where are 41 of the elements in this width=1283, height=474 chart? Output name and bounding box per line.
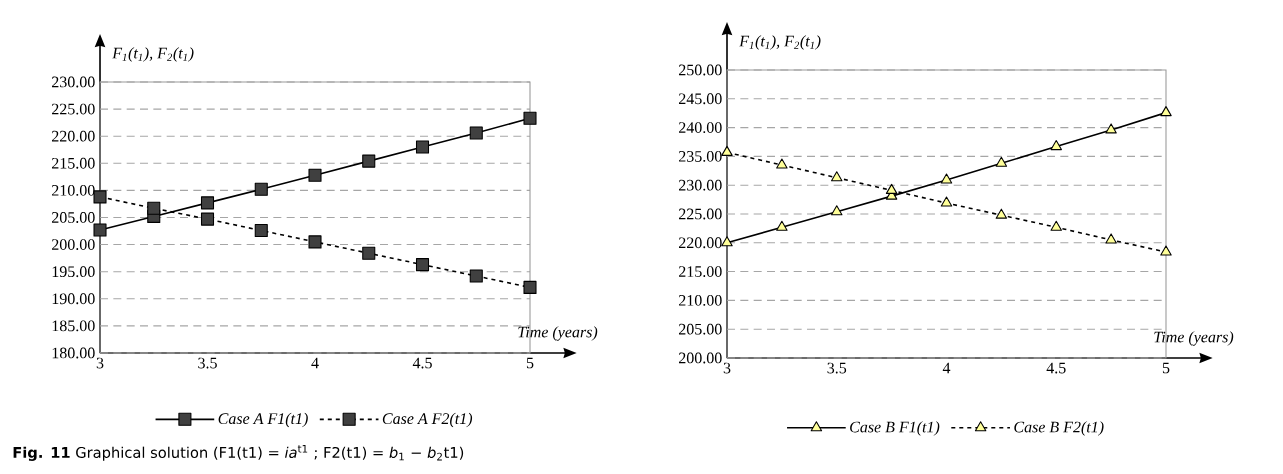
y-tick-label: 190.00 xyxy=(52,293,95,305)
legend-label: Case B F1(t1) xyxy=(850,421,940,436)
y-tick-label: 185.00 xyxy=(52,320,95,332)
legend-label: Case A F2(t1) xyxy=(382,412,473,428)
legend-label: Case A F1(t1) xyxy=(218,412,308,428)
x-tick-label: 4.5 xyxy=(412,357,432,369)
x-axis-title: Time (years) xyxy=(1154,331,1234,346)
x-tick-label: 3 xyxy=(96,357,104,369)
x-tick-label: 4.5 xyxy=(1046,362,1066,374)
x-tick-label: 3 xyxy=(723,362,731,374)
y-tick-label: 235.00 xyxy=(679,150,722,162)
y-tick-label: 210.00 xyxy=(679,294,722,306)
text: F$_{1}$(t$_{1}$), F$_{2}$(t$_{1}$) xyxy=(739,35,821,50)
y-tick-label: 220.00 xyxy=(52,130,95,142)
y-tick-label: 215.00 xyxy=(679,266,722,278)
y-tick-label: 200.00 xyxy=(679,352,722,364)
y-tick-label: 215.00 xyxy=(52,157,95,169)
x-tick-label: 5 xyxy=(526,357,534,369)
y-tick-label: 230.00 xyxy=(52,76,95,88)
y-tick-label: 240.00 xyxy=(679,122,722,134)
y-tick-label: 205.00 xyxy=(52,212,95,223)
text: F$_{1}$(t$_{1}$), F$_{2}$(t$_{1}$) xyxy=(112,47,194,62)
x-tick-label: 4 xyxy=(311,357,319,369)
y-tick-label: 225.00 xyxy=(679,208,722,220)
x-tick-label: 3.5 xyxy=(827,362,847,374)
y-tick-label: 200.00 xyxy=(52,239,95,251)
x-axis-title: Time (years) xyxy=(518,326,598,341)
x-tick-label: 4 xyxy=(942,362,951,374)
text: Fig. 11 Graphical solution (F1(t1) = ia$^{t1}$ ; F2(t1) = b$_{1}$ − b$_{2}$t1) xyxy=(13,445,464,461)
y-tick-label: 210.00 xyxy=(52,184,95,196)
y-tick-label: 230.00 xyxy=(679,179,722,191)
y-tick-label: 245.00 xyxy=(679,93,722,105)
y-tick-label: 250.00 xyxy=(679,64,722,76)
y-tick-label: 220.00 xyxy=(679,237,722,249)
legend-label: Case B F2(t1) xyxy=(1014,421,1104,436)
x-tick-label: 3.5 xyxy=(198,357,217,369)
y-tick-label: 205.00 xyxy=(679,323,722,335)
y-tick-label: 195.00 xyxy=(52,266,95,278)
y-tick-label: 180.00 xyxy=(52,347,95,359)
x-tick-label: 5 xyxy=(1162,362,1170,374)
y-tick-label: 225.00 xyxy=(52,103,95,115)
